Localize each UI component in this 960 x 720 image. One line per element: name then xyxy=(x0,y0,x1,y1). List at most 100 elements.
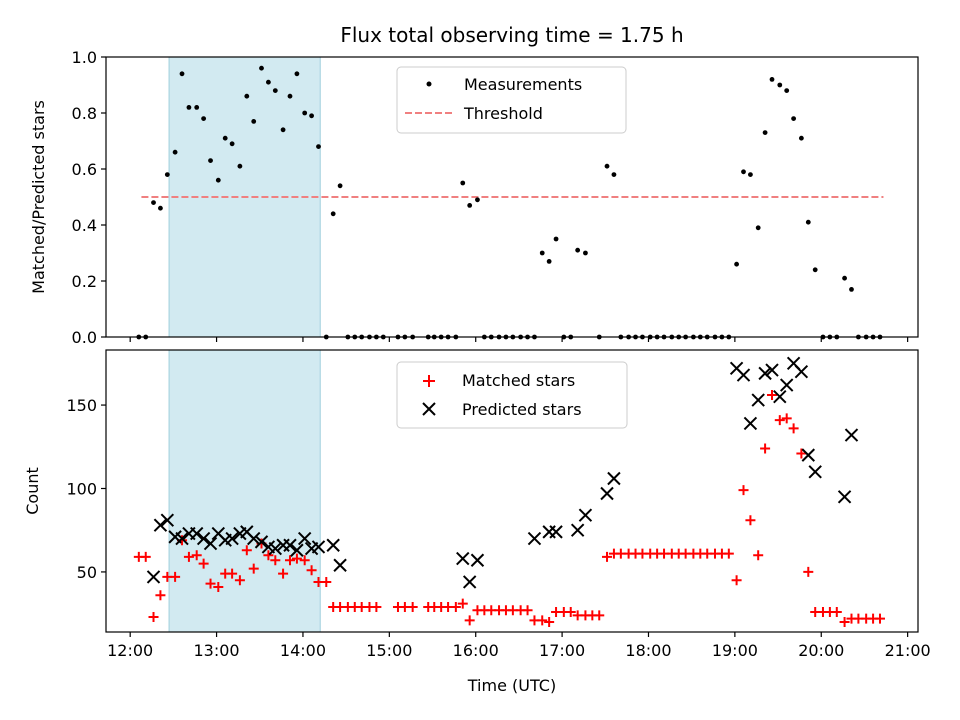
bottom-plot-frame xyxy=(105,349,919,633)
data-point xyxy=(600,486,614,501)
x-tick-label: 21:00 xyxy=(885,641,931,660)
data-point xyxy=(201,116,207,121)
data-point xyxy=(539,250,545,256)
data-point xyxy=(748,172,753,178)
data-point xyxy=(602,551,613,562)
data-point xyxy=(751,393,765,407)
data-point xyxy=(158,205,163,211)
bottom-legend-box xyxy=(396,361,628,429)
y-tick-label: 0.4 xyxy=(72,216,97,235)
series-predicted-stars xyxy=(146,356,859,589)
data-point xyxy=(337,183,343,189)
legend-measurements-label: Measurements xyxy=(464,75,582,94)
data-point xyxy=(745,515,756,526)
data-point xyxy=(604,163,610,169)
data-point xyxy=(784,88,790,93)
data-point xyxy=(272,88,278,93)
data-point xyxy=(837,490,852,504)
data-point xyxy=(738,485,749,496)
data-point xyxy=(565,606,576,617)
data-point xyxy=(575,247,581,253)
top-legend: Measurements Threshold xyxy=(396,66,627,134)
data-point xyxy=(172,149,178,155)
legend-threshold-label: Threshold xyxy=(463,104,543,123)
data-point xyxy=(321,576,332,587)
y-tick-label: 100 xyxy=(66,479,97,498)
x-tick-label: 15:00 xyxy=(366,641,412,660)
data-point xyxy=(309,113,314,119)
data-point xyxy=(779,378,794,392)
data-point xyxy=(222,135,228,141)
data-point xyxy=(330,211,336,217)
data-point xyxy=(456,551,470,566)
data-point xyxy=(153,518,168,532)
y-tick-label: 0.6 xyxy=(72,160,97,179)
y-tick-label: 150 xyxy=(66,396,97,415)
bottom-legend: Matched stars Predicted stars xyxy=(396,361,628,429)
data-point xyxy=(798,135,804,141)
data-point xyxy=(794,364,809,379)
data-point xyxy=(213,581,224,592)
data-point xyxy=(546,259,552,264)
data-point xyxy=(849,287,854,292)
data-point xyxy=(460,180,466,186)
top-y-axis-label: Matched/Predicted stars xyxy=(29,100,48,294)
data-point xyxy=(734,261,739,267)
data-point xyxy=(205,578,216,589)
data-point xyxy=(241,545,252,556)
data-point xyxy=(839,616,850,627)
data-point xyxy=(194,105,200,110)
data-point xyxy=(844,428,859,442)
x-tick-label: 12:00 xyxy=(107,641,153,660)
data-point xyxy=(462,575,477,589)
top-plot-frame xyxy=(105,56,919,338)
data-point xyxy=(311,540,326,554)
data-point xyxy=(284,555,295,566)
data-point xyxy=(773,390,787,404)
data-point xyxy=(450,601,461,612)
data-point xyxy=(464,615,475,626)
y-tick-label: 50 xyxy=(77,563,97,582)
data-point xyxy=(470,553,485,567)
highlight-span xyxy=(168,349,321,633)
data-point xyxy=(594,610,605,621)
data-point xyxy=(287,93,293,99)
x-axis-label: Time (UTC) xyxy=(467,676,556,695)
top-panel: Flux total observing time = 1.75 h 0.00.… xyxy=(29,23,919,347)
data-point xyxy=(758,366,772,381)
data-point xyxy=(290,543,304,557)
data-point xyxy=(225,531,239,546)
data-point xyxy=(731,575,742,586)
data-point xyxy=(234,575,245,586)
series-matched-stars xyxy=(133,390,885,627)
data-point xyxy=(333,558,347,572)
data-point xyxy=(248,563,259,574)
data-point xyxy=(268,541,283,556)
data-point xyxy=(251,119,257,124)
data-point xyxy=(247,531,261,546)
data-point xyxy=(198,558,209,569)
x-tick-label: 16:00 xyxy=(453,641,499,660)
data-point xyxy=(316,144,321,150)
data-point xyxy=(371,601,382,612)
data-point xyxy=(280,127,286,133)
data-point xyxy=(259,65,264,71)
data-point xyxy=(270,555,281,566)
data-point xyxy=(278,568,289,579)
data-point xyxy=(237,163,243,169)
data-point xyxy=(326,538,340,552)
data-point xyxy=(549,525,563,539)
data-point xyxy=(302,110,308,116)
data-point xyxy=(808,465,822,479)
data-point xyxy=(254,535,269,549)
data-point xyxy=(805,219,811,225)
data-point xyxy=(801,448,816,462)
data-point xyxy=(148,611,159,622)
bottom-axes: 50 100 150 12:00 13:00 14:00 15:00 16:00 17:00 18… xyxy=(66,396,930,660)
data-point xyxy=(607,471,621,486)
data-point xyxy=(189,526,204,541)
data-point xyxy=(583,250,588,256)
data-point xyxy=(842,275,847,281)
data-point xyxy=(229,141,235,147)
